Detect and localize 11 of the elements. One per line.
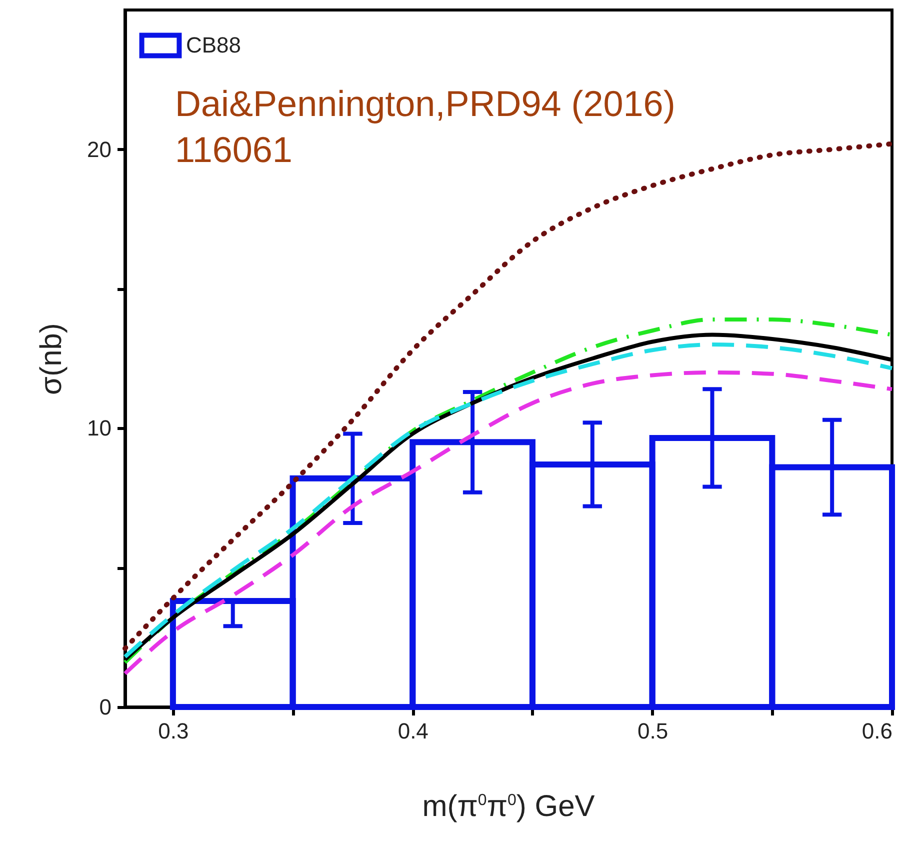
y-axis-title: σ(nb) xyxy=(35,323,68,395)
x-tick-label: 0.4 xyxy=(398,718,428,744)
y-tick-label: 0 xyxy=(99,694,112,720)
x-axis-title: m(π$^{0}$π$^{0}$) GeV xyxy=(421,790,596,824)
x-tick-label: 0.6 xyxy=(862,718,892,744)
y-tick-label: 10 xyxy=(87,416,112,441)
annotation: Dai&Pennington,PRD94 (2016) 116061 xyxy=(175,83,676,170)
y-tick-label: 20 xyxy=(87,136,112,162)
legend-label: CB88 xyxy=(186,32,242,58)
x-tick-label: 0.5 xyxy=(638,718,668,744)
x-tick-label: 0.3 xyxy=(158,718,189,744)
